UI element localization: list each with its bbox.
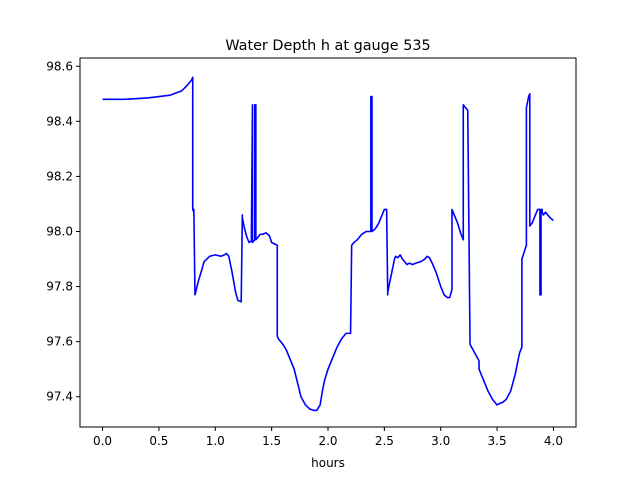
y-tick-label: 97.6 <box>46 335 73 349</box>
x-tick-label: 0.0 <box>93 434 112 448</box>
y-tick-label: 98.0 <box>46 224 73 238</box>
x-tick-label: 3.0 <box>431 434 450 448</box>
chart-title: Water Depth h at gauge 535 <box>225 38 430 54</box>
x-tick-label: 0.5 <box>149 434 168 448</box>
y-tick-label: 98.2 <box>46 169 73 183</box>
y-tick-label: 98.4 <box>46 114 73 128</box>
x-tick-label: 2.0 <box>318 434 337 448</box>
x-tick-label: 3.5 <box>488 434 507 448</box>
y-tick-label: 97.4 <box>46 390 73 404</box>
y-tick-label: 98.6 <box>46 59 73 73</box>
x-axis-label: hours <box>311 456 345 470</box>
x-axis-ticks: 0.0 0.5 1.0 1.5 2.0 2.5 3.0 3.5 4.0 <box>93 427 563 448</box>
x-tick-label: 4.0 <box>544 434 563 448</box>
y-tick-label: 97.8 <box>46 280 73 294</box>
x-tick-label: 2.5 <box>375 434 394 448</box>
x-tick-label: 1.5 <box>262 434 281 448</box>
x-tick-label: 1.0 <box>206 434 225 448</box>
series-line-0 <box>102 76 554 412</box>
y-axis-ticks: 97.4 97.6 97.8 98.0 98.2 98.4 98.6 <box>46 59 80 404</box>
